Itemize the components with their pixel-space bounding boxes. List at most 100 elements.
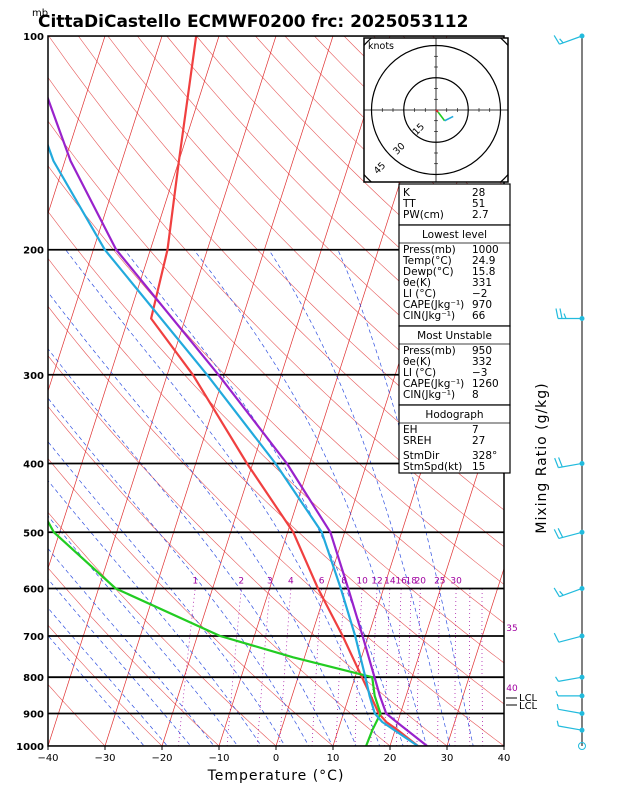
chart-title: CittaDiCastello ECMWF0200 frc: 202505311… (38, 12, 468, 32)
dry-adiabat-line (48, 567, 220, 746)
wind-barb-flag (559, 590, 564, 596)
wind-barb-dot (578, 742, 586, 750)
moist-adiabat-line (48, 607, 168, 746)
index-row-value: 332 (472, 356, 492, 368)
wind-barb-flag (556, 703, 559, 710)
index-row-label: Press(mb) (403, 244, 456, 256)
mixing-ratio-label: 25 (434, 577, 445, 587)
hodograph-trace-segment (435, 109, 439, 113)
pressure-tick-label: 900 (23, 710, 44, 721)
mixing-ratio-label: 2 (238, 577, 244, 587)
isotherm-line (48, 36, 220, 570)
mixing-ratio-line (226, 588, 242, 746)
index-row-value: 15 (472, 461, 485, 473)
index-row-label: StmSpd(kt) (403, 461, 462, 473)
index-row-label: CAPE(Jkg⁻¹) (403, 299, 464, 311)
index-row-value: 328° (472, 450, 497, 462)
moist-adiabat-line (48, 548, 215, 746)
pressure-unit-label: mb (32, 8, 48, 19)
hodograph-units: knots (368, 41, 394, 52)
wind-barb-flag (555, 690, 559, 697)
pressure-tick-label: 200 (23, 246, 44, 257)
isotherm-line (446, 567, 504, 746)
mixing-ratio-label: 8 (341, 577, 347, 587)
index-row-label: EH (403, 424, 418, 436)
mixing-ratio-label: 40 (506, 684, 518, 694)
mixing-ratio-label: 6 (319, 577, 325, 587)
dry-adiabat-line (48, 355, 448, 746)
dry-adiabat-line (48, 36, 504, 511)
index-row-value: −3 (472, 367, 487, 379)
index-row-value: 1000 (472, 244, 499, 256)
wind-barb-flag (553, 529, 560, 539)
virtual-temperature-line (48, 95, 428, 746)
mixing-ratio-line (481, 588, 484, 746)
pressure-tick-label: 600 (23, 584, 44, 595)
x-tick-label: −40 (37, 753, 58, 764)
wind-barb-flag (557, 528, 564, 538)
right-axis-label: Mixing Ratio (g/kg) (534, 382, 550, 533)
dry-adiabat-line (78, 36, 504, 475)
mixing-ratio-line (279, 588, 292, 746)
hodograph-trace-segment (444, 115, 454, 122)
mixing-ratio-label: 12 (371, 577, 382, 587)
index-row-value: 950 (472, 345, 492, 357)
index-row-label: θe(K) (403, 277, 431, 289)
hodograph-trace-segment (437, 111, 446, 122)
wind-barb-flag (555, 676, 559, 682)
wind-barb-shaft (558, 635, 583, 643)
mixing-ratio-label: 3 (267, 577, 273, 587)
wind-barb-flag (554, 457, 559, 468)
pressure-tick-label: 300 (23, 371, 44, 382)
indices-box (398, 183, 511, 226)
moist-adiabat-line (48, 291, 357, 746)
x-axis-label: Temperature (°C) (207, 768, 345, 784)
index-row-label: θe(K) (403, 356, 431, 368)
moist-adiabat-line (268, 249, 451, 746)
wind-barb-flag (553, 632, 560, 643)
dry-adiabat-line (48, 305, 504, 746)
index-row-label: TT (402, 198, 416, 210)
wind-barb-shaft (558, 531, 583, 540)
index-row-value: 51 (472, 198, 485, 210)
dry-adiabat-line (48, 210, 504, 664)
index-row-value: 970 (472, 299, 492, 311)
dry-adiabat-line (48, 120, 504, 585)
lcl-markers: LCL LCL (506, 693, 538, 712)
pressure-tick-label: 1000 (16, 742, 44, 753)
mixing-ratio-line (178, 588, 196, 746)
index-row-value: 8 (472, 389, 479, 401)
pressure-tick-label: 500 (23, 528, 44, 539)
indices-section-header: Hodograph (425, 409, 483, 421)
index-row-label: LI (°C) (403, 367, 436, 379)
index-row-value: 2.7 (472, 209, 489, 221)
wind-barb-shaft (558, 725, 583, 731)
isotherm-line (48, 36, 277, 746)
axis-ticks: −40 −30 −20 −10 0 10 20 30 40 100 200 300 400 500 600 7… (16, 32, 510, 764)
index-row-label: K (403, 187, 411, 199)
x-tick-label: 20 (384, 753, 397, 764)
mixing-ratio-label: 18 (405, 577, 417, 587)
index-row-value: 66 (472, 310, 486, 322)
wind-barb-flag (556, 720, 559, 727)
index-row-label: CIN(Jkg⁻¹) (403, 310, 455, 322)
temperature-line (150, 36, 419, 746)
sounding-profiles (48, 36, 428, 746)
index-row-value: 15.8 (472, 266, 495, 278)
indices-section-header: Lowest level (422, 229, 487, 241)
moist-adiabat-line (48, 397, 310, 746)
index-row-value: 1260 (472, 378, 499, 390)
x-tick-label: −10 (208, 753, 229, 764)
dry-adiabat-line (48, 405, 391, 746)
index-row-label: Dewp(°C) (403, 266, 454, 278)
index-row-label: SREH (403, 435, 432, 447)
mixing-ratio-label: 10 (356, 577, 368, 587)
index-row-label: CIN(Jkg⁻¹) (403, 389, 455, 401)
mixing-ratio-label: 20 (415, 577, 427, 587)
wind-barb-flag (555, 308, 559, 319)
index-row-label: Temp(°C) (402, 255, 452, 267)
dry-adiabat-line (48, 511, 277, 746)
moist-adiabat-line (48, 635, 145, 746)
indices-table: K 28 TT 51 PW(cm) 2.7 Lowest level Press(mb) 100… (398, 183, 511, 474)
wind-barb-flag (558, 457, 563, 468)
